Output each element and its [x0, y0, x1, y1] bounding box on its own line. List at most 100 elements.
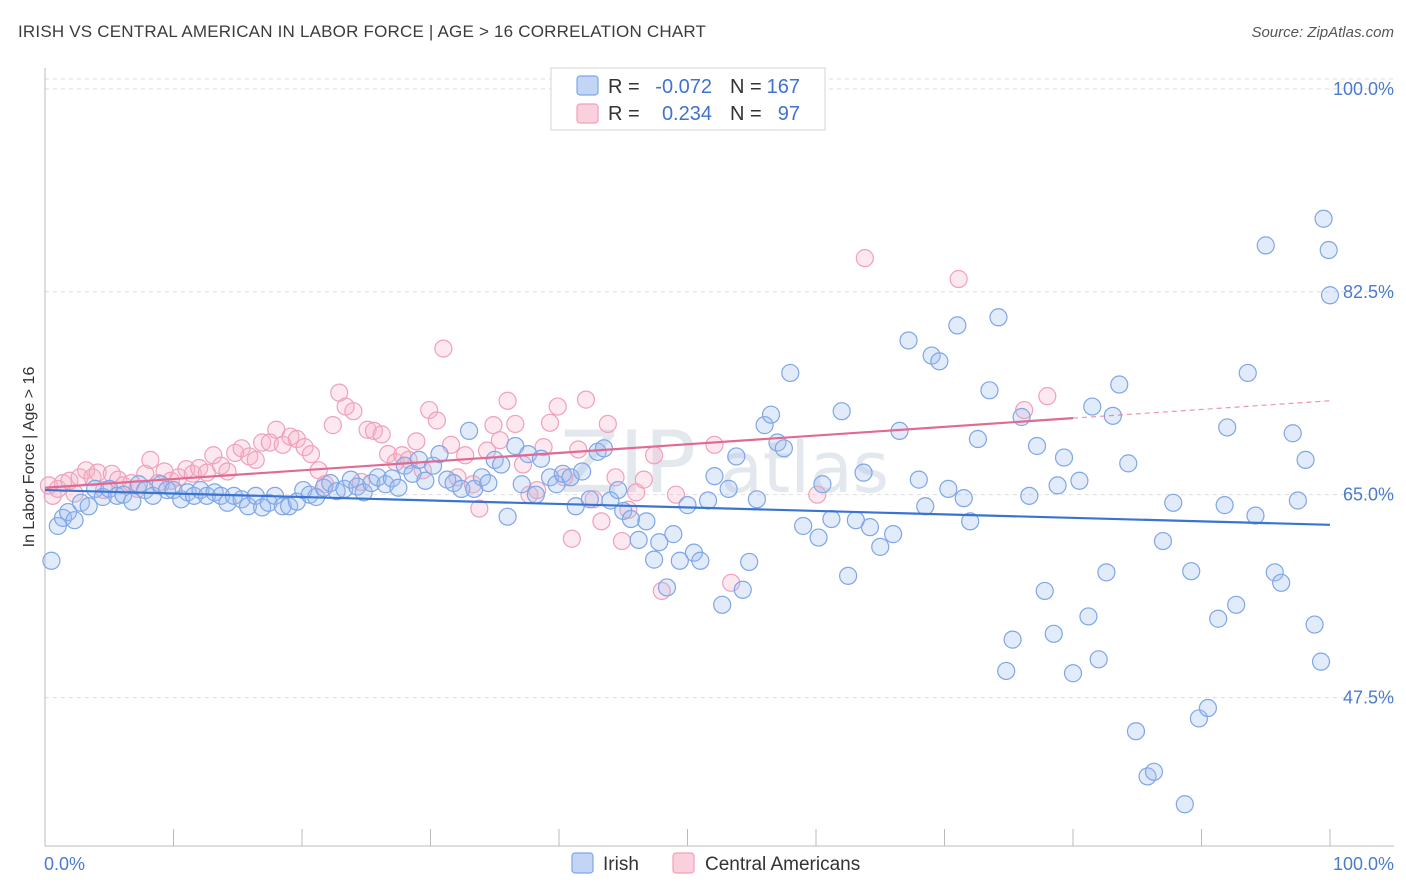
trend-lines	[44, 400, 1331, 526]
point-irish	[1175, 795, 1194, 814]
point-irish	[1119, 454, 1138, 473]
point-central-americans	[301, 445, 321, 464]
legend-n-value-central-americans: 97	[778, 103, 800, 125]
point-irish	[1079, 607, 1098, 626]
point-irish	[1027, 436, 1047, 456]
point-irish	[899, 331, 918, 350]
legend-r-label-irish: R =	[608, 76, 640, 98]
point-irish	[1097, 563, 1116, 582]
point-irish	[1035, 581, 1054, 601]
point-irish	[1044, 624, 1063, 643]
trend-line-extension-central-americans	[1072, 400, 1331, 419]
point-irish	[430, 445, 449, 464]
point-irish	[609, 480, 628, 500]
point-irish	[506, 436, 525, 456]
point-irish	[740, 552, 759, 572]
point-irish	[79, 497, 98, 516]
series-legend-swatch-irish	[571, 852, 594, 874]
point-irish	[755, 416, 774, 435]
x-tick-label-min: 0.0%	[44, 854, 85, 874]
point-central-americans	[569, 440, 588, 459]
point-irish	[678, 496, 697, 515]
point-irish	[1063, 664, 1083, 683]
point-central-americans	[136, 464, 155, 483]
y-axis-title: In Labor Force | Age > 16	[21, 367, 38, 548]
point-central-americans	[498, 391, 517, 410]
point-central-americans	[666, 485, 686, 504]
point-central-americans	[540, 413, 560, 432]
point-irish	[492, 455, 511, 474]
point-central-americans	[477, 441, 497, 460]
point-irish	[1296, 450, 1315, 469]
point-central-americans	[470, 499, 489, 518]
point-irish	[1153, 531, 1173, 551]
point-central-americans	[427, 411, 447, 430]
point-irish	[1164, 493, 1183, 512]
point-irish	[1305, 615, 1324, 634]
point-irish	[1283, 424, 1302, 443]
point-central-americans	[484, 416, 503, 435]
point-irish	[781, 363, 800, 383]
point-irish	[42, 551, 61, 570]
point-central-americans	[576, 390, 596, 409]
point-irish	[1227, 595, 1246, 614]
point-irish	[637, 512, 656, 531]
point-irish	[1083, 397, 1102, 416]
point-central-americans	[644, 446, 664, 465]
point-irish	[1198, 698, 1218, 718]
point-irish	[1089, 650, 1108, 669]
point-central-americans	[490, 431, 509, 450]
point-irish	[382, 469, 402, 488]
point-central-americans	[506, 414, 525, 434]
point-irish	[794, 516, 813, 536]
point-irish	[573, 462, 592, 481]
point-central-americans	[141, 450, 160, 469]
point-irish	[1272, 573, 1291, 592]
point-irish	[691, 551, 710, 570]
point-irish	[1110, 375, 1129, 394]
point-irish	[1048, 476, 1067, 495]
series-legend: Irish Central Americans	[571, 852, 860, 875]
point-irish	[1288, 491, 1307, 510]
point-irish	[416, 471, 435, 490]
point-irish	[705, 467, 724, 486]
point-central-americans	[592, 512, 611, 531]
legend-r-value-central-americans: 0.234	[662, 103, 712, 125]
point-irish	[629, 530, 648, 550]
point-irish	[774, 439, 793, 458]
point-irish	[1218, 418, 1237, 437]
point-central-americans	[1015, 400, 1034, 420]
data-points	[39, 209, 1340, 814]
point-central-americans	[253, 433, 272, 452]
point-irish	[561, 468, 580, 487]
point-central-americans	[808, 485, 827, 504]
point-irish	[479, 473, 498, 493]
point-central-americans	[77, 461, 96, 480]
stats-legend: R = -0.072 N = 167 R = 0.234 N = 97	[550, 67, 826, 131]
point-irish	[968, 429, 988, 449]
point-irish	[1144, 762, 1164, 781]
point-irish	[747, 490, 766, 509]
legend-swatch-central-americans	[576, 103, 599, 124]
point-central-americans	[218, 462, 237, 481]
point-central-americans	[652, 581, 671, 601]
point-irish	[832, 402, 851, 421]
point-irish	[1182, 562, 1201, 581]
point-irish	[1238, 363, 1257, 383]
series-legend-label-irish: Irish	[603, 854, 639, 875]
y-tick-label: 47.5%	[1343, 688, 1394, 708]
chart-source: Source: ZipAtlas.com	[1251, 24, 1394, 41]
point-central-americans	[548, 397, 567, 416]
point-central-americans	[246, 450, 265, 469]
point-irish	[657, 578, 677, 597]
point-central-americans	[295, 438, 314, 457]
point-irish	[713, 595, 732, 614]
point-irish	[727, 447, 746, 466]
point-irish	[273, 497, 292, 516]
legend-r-value-irish: -0.072	[655, 76, 712, 98]
point-irish	[733, 580, 752, 599]
point-central-americans	[612, 531, 632, 551]
point-central-americans	[434, 339, 453, 358]
legend-n-value-irish: 167	[767, 76, 800, 98]
